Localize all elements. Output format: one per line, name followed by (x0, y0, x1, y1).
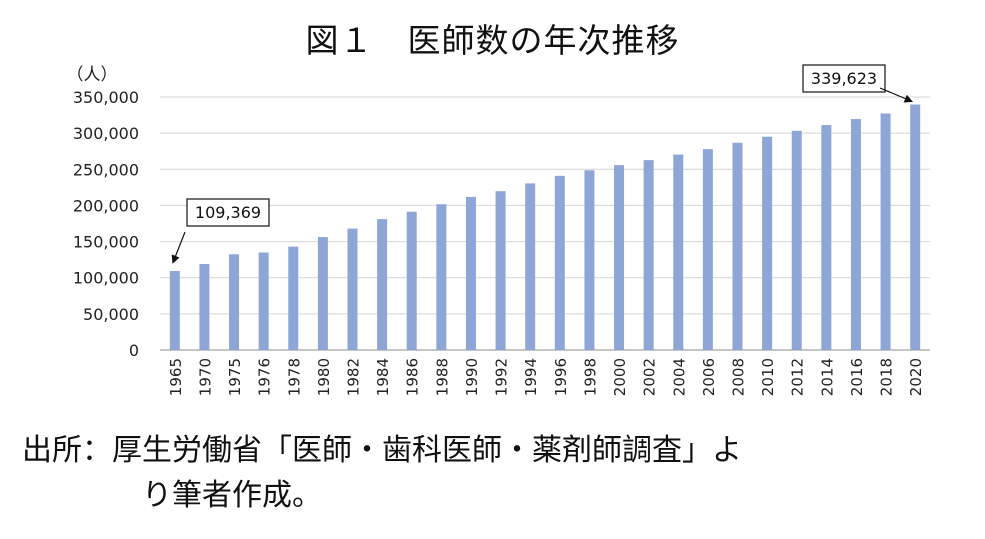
bar-1990 (465, 196, 476, 350)
bar-1976 (258, 252, 269, 350)
x-tick-label: 1975 (226, 358, 244, 396)
x-axis-ticks: 1965 1970 1975 1976 1978 1980 1982 1984 1986 1988… (167, 358, 925, 396)
bar-1980 (317, 237, 328, 350)
bar-2020 (910, 104, 921, 350)
bar-2012 (791, 130, 802, 350)
annotation-box (802, 64, 886, 93)
bar-chart: （人） 0 50,000 100,000 150,000 200,000 250,000 3… (67, 64, 930, 396)
x-tick-label: 1980 (315, 358, 333, 396)
bar-2016 (850, 119, 861, 350)
x-tick-label: 1998 (581, 358, 599, 396)
x-tick-label: 2008 (730, 358, 748, 396)
bar-1978 (288, 246, 299, 350)
source-line-1: 出所：厚生労働省「医師・歯科医師・薬剤師調査」よ (22, 433, 742, 468)
bar-2008 (732, 142, 743, 350)
x-tick-label: 1978 (285, 358, 303, 396)
bar-1992 (495, 191, 506, 350)
x-tick-label: 1990 (463, 358, 481, 396)
x-tick-label: 2000 (611, 358, 629, 396)
gridlines (160, 96, 930, 351)
x-tick-label: 1965 (167, 358, 185, 396)
x-tick-label: 2018 (878, 358, 896, 396)
bar-2006 (702, 149, 713, 350)
chart-title: 図１ 医師数の年次推移 (305, 21, 680, 60)
y-tick-label: 300,000 (73, 124, 139, 143)
x-tick-label: 2020 (907, 358, 925, 396)
x-tick-label: 2012 (789, 358, 807, 396)
annotation-arrow (879, 87, 913, 103)
x-tick-label: 1970 (196, 358, 214, 396)
bar-2002 (643, 160, 654, 350)
x-tick-label: 2016 (848, 358, 866, 396)
bar-1998 (584, 170, 595, 350)
y-tick-label: 100,000 (73, 269, 139, 288)
bar-2004 (673, 154, 684, 350)
annotation-label: 339,623 (811, 69, 877, 88)
bar-2018 (880, 113, 891, 351)
y-unit-label: （人） (67, 65, 118, 85)
y-tick-label: 250,000 (73, 160, 139, 179)
x-tick-label: 1992 (493, 358, 511, 396)
bar-1996 (554, 175, 565, 350)
y-tick-label: 50,000 (83, 305, 139, 324)
x-tick-label: 1988 (433, 358, 451, 396)
annotation-box (186, 198, 270, 227)
x-tick-label: 1976 (256, 358, 274, 396)
x-tick-label: 2010 (759, 358, 777, 396)
x-tick-label: 1996 (552, 358, 570, 396)
annotations: 109,369 339,623 (171, 64, 913, 264)
bar-1965 (169, 270, 180, 350)
y-tick-label: 200,000 (73, 196, 139, 215)
x-tick-label: 2014 (818, 358, 836, 396)
bar-1970 (199, 263, 210, 350)
x-tick-label: 1982 (345, 358, 363, 396)
annotation-arrow (171, 231, 186, 264)
x-tick-label: 2002 (641, 358, 659, 396)
y-tick-label: 0 (129, 341, 139, 360)
bar-2010 (762, 136, 773, 350)
bars (169, 104, 921, 351)
bar-1984 (377, 219, 388, 350)
annotation-label: 109,369 (195, 203, 261, 222)
source-note: 出所：厚生労働省「医師・歯科医師・薬剤師調査」よ り筆者作成。 (22, 428, 972, 518)
bar-1986 (406, 211, 417, 350)
bar-2000 (614, 165, 625, 350)
bar-1994 (525, 183, 536, 350)
bar-2014 (821, 125, 832, 350)
bar-1975 (229, 254, 240, 350)
bar-1982 (347, 228, 358, 350)
x-tick-label: 1986 (404, 358, 422, 396)
y-axis-ticks: 0 50,000 100,000 150,000 200,000 250,000 300,0… (73, 88, 139, 360)
x-tick-label: 2006 (700, 358, 718, 396)
x-tick-label: 1994 (522, 358, 540, 396)
y-tick-label: 150,000 (73, 233, 139, 252)
bar-1988 (436, 204, 447, 350)
source-line-2: り筆者作成。 (142, 478, 322, 513)
y-tick-label: 350,000 (73, 88, 139, 107)
x-tick-label: 1984 (374, 358, 392, 396)
x-tick-label: 2004 (670, 358, 688, 396)
